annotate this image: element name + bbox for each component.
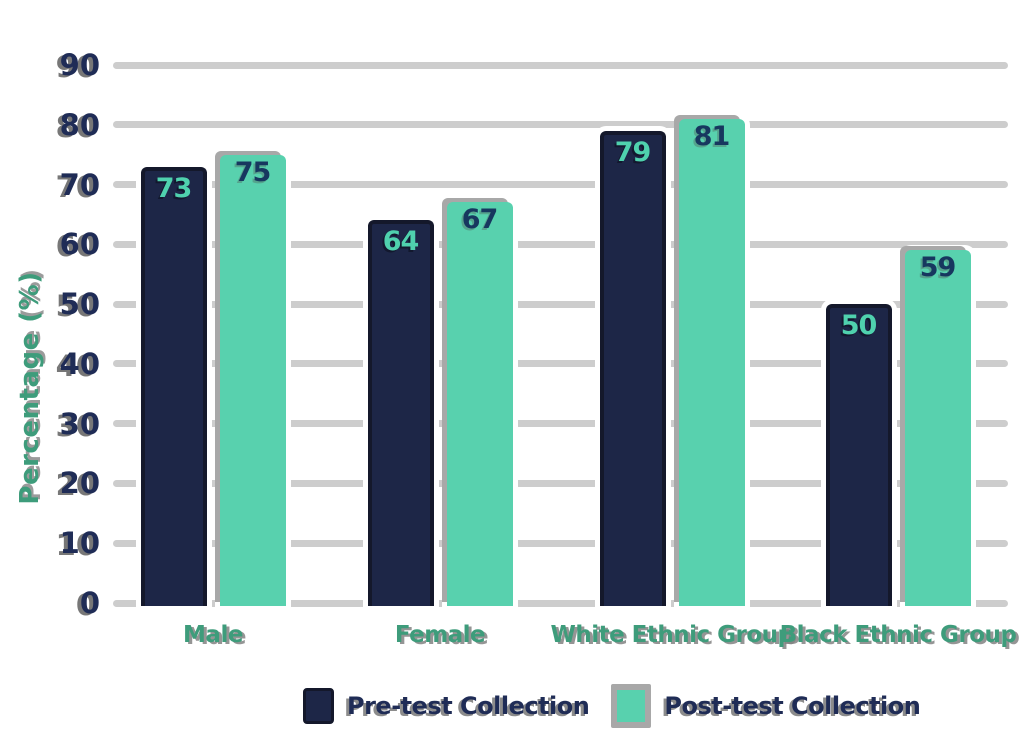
legend-label-post-test: Post-test Collection	[664, 692, 921, 720]
legend-item-pre-test: Pre-test Collection	[303, 688, 590, 724]
legend-label-pre-test: Pre-test Collection	[347, 692, 590, 720]
gridline	[113, 240, 1008, 248]
gridline	[113, 420, 1008, 428]
bar-value-label: 59	[919, 252, 957, 284]
bar-post-test: 81	[678, 118, 745, 606]
y-tick-label: 50	[59, 287, 100, 322]
y-tick-label: 10	[59, 526, 100, 561]
bar-post-test: 59	[904, 250, 971, 606]
bar-pre-test: 64	[367, 220, 434, 606]
x-category-label: Male	[183, 622, 243, 648]
gridline	[113, 300, 1008, 308]
gridline	[113, 360, 1008, 368]
bar-post-test: 75	[219, 154, 286, 606]
bar-post-test: 67	[446, 202, 513, 606]
y-tick-label: 70	[59, 167, 100, 202]
gridline	[113, 121, 1008, 129]
legend: Pre-test Collection Post-test Collection	[303, 684, 921, 728]
gridline	[113, 479, 1008, 487]
bar-pre-test: 50	[825, 304, 892, 606]
bar-value-label: 73	[155, 172, 193, 204]
y-tick-label: 90	[59, 48, 100, 82]
x-category-label: Black Ethnic Group	[779, 622, 1017, 648]
pre-test-swatch-icon	[303, 688, 334, 724]
x-category-label: White Ethnic Group	[550, 622, 794, 648]
bar-value-label: 75	[234, 156, 272, 188]
gridline	[113, 181, 1008, 189]
bar-value-label: 50	[840, 310, 878, 342]
y-tick-label: 30	[59, 406, 100, 441]
bar-value-label: 79	[614, 136, 652, 168]
x-category-label: Female	[394, 622, 486, 648]
y-tick-label: 60	[59, 227, 100, 262]
gridline	[113, 599, 1008, 607]
bar-pre-test: 73	[140, 166, 207, 606]
y-tick-label: 20	[59, 466, 100, 501]
y-tick-label: 0	[79, 586, 100, 620]
post-test-swatch-icon	[611, 684, 652, 728]
bar-value-label: 67	[461, 204, 499, 236]
bar-value-label: 81	[693, 120, 731, 152]
y-tick-label: 80	[59, 107, 100, 142]
bar-pre-test: 79	[599, 130, 666, 606]
y-tick-label: 40	[59, 346, 100, 381]
legend-item-post-test: Post-test Collection	[611, 684, 921, 728]
bar-value-label: 64	[382, 226, 420, 258]
gridline	[113, 539, 1008, 547]
gridline	[113, 61, 1008, 69]
